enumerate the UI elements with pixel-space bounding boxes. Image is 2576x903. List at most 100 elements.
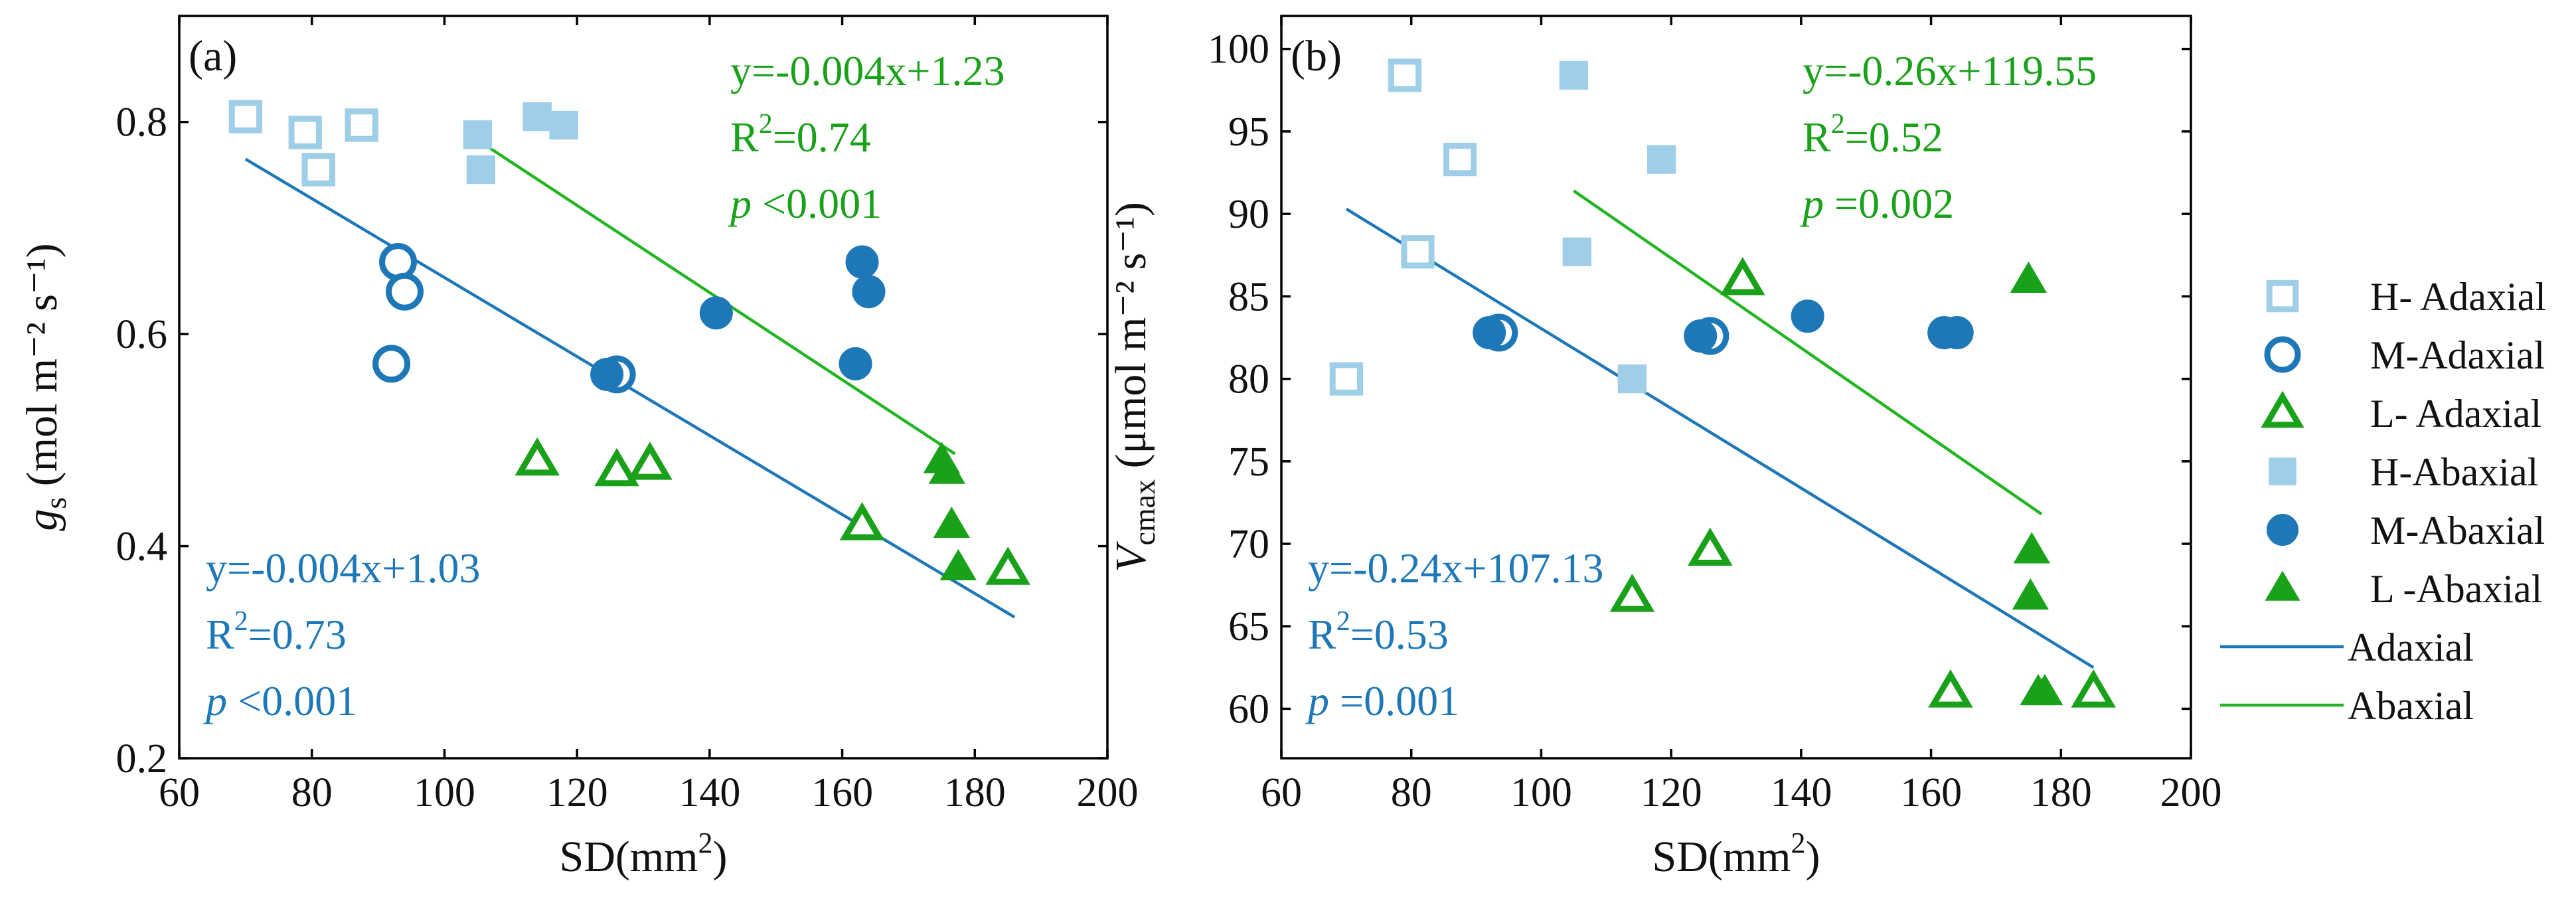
legend-label: H- Adaxial: [2370, 275, 2546, 319]
y-tick-label: 0.6: [116, 312, 168, 357]
y-tick-label: 90: [1228, 192, 1269, 237]
data-point: [933, 507, 971, 538]
regression-equation: y=-0.24x+107.13: [1308, 544, 1604, 592]
x-tick-label: 60: [1261, 770, 1302, 815]
data-point: [372, 345, 411, 383]
y-tick-label: 70: [1228, 522, 1269, 567]
legend: H- Adaxial M-Adaxial L- Adaxial H-Abaxial M-…: [2220, 275, 2546, 728]
x-tick-label: 100: [1510, 770, 1572, 815]
legend-label: L -Abaxial: [2370, 567, 2542, 611]
fit-line-adaxial: [244, 157, 1016, 619]
regression-equation: y=-0.004x+1.23: [730, 47, 1005, 94]
r-squared-value: =0.73: [248, 611, 347, 658]
data-point: [523, 102, 552, 131]
series-m-abaxial: [590, 245, 886, 391]
data-point: [345, 108, 378, 142]
y-tick-label: 65: [1228, 604, 1269, 649]
y-tick-label: 95: [1228, 110, 1269, 155]
legend-item: Abaxial: [2220, 684, 2474, 728]
y-axis-title-unit: (μmol m⁻² s⁻¹): [1107, 202, 1155, 479]
y-axis-title-sub: s: [39, 497, 72, 509]
p-value: p <0.001: [728, 180, 882, 227]
data-point: [1329, 362, 1363, 396]
y-axis-title-var: V: [1107, 541, 1155, 572]
x-axis-title-sup: 2: [698, 827, 713, 859]
r-squared: R2=0.53: [1308, 606, 1449, 658]
regression-annotation-adaxial: y=-0.24x+107.13 R2=0.53 p =0.001: [1305, 544, 1604, 724]
regression-equation: y=-0.004x+1.03: [206, 544, 481, 592]
panel-label: (a): [189, 32, 237, 80]
panel-b: 60 80 100 120 140 160 180 200 60 65 70 75 80 85 90 95 10…: [1107, 15, 2222, 881]
fit-line-adaxial: [1345, 207, 2095, 669]
legend-item: L -Abaxial: [2265, 567, 2542, 611]
data-point: [839, 347, 872, 380]
x-tick-label: 80: [291, 770, 333, 815]
x-axis-title: SD(mm2): [1652, 827, 1820, 881]
y-axis-title-sub: cmax: [1127, 479, 1161, 546]
r-squared-value: =0.74: [773, 114, 871, 161]
series-l-abaxial: [2010, 261, 2063, 706]
series-l-adaxial: [1609, 257, 2116, 708]
legend-marker: [2266, 280, 2299, 313]
r-squared-prefix: R: [730, 114, 759, 161]
legend-item: H-Abaxial: [2269, 450, 2538, 494]
legend-marker: [2264, 336, 2301, 373]
data-point: [852, 275, 886, 309]
data-point: [1562, 237, 1591, 266]
data-point: [845, 245, 879, 279]
p-value-text: =0.002: [1824, 180, 1954, 227]
data-point: [1940, 316, 1974, 350]
series-m-abaxial: [1473, 299, 1974, 353]
data-point: [466, 155, 495, 185]
x-tick-label: 200: [2160, 770, 2222, 815]
regression-annotation-abaxial: y=-0.004x+1.23 R2=0.74 p <0.001: [728, 47, 1005, 227]
data-point: [699, 296, 733, 330]
series-l-abaxial: [923, 442, 977, 581]
series-h-adaxial: [1329, 58, 1477, 396]
x-tick-label: 140: [679, 770, 740, 815]
fit-line-abaxial: [1573, 189, 2043, 516]
r-squared-sup: 2: [1336, 606, 1350, 637]
y-tick-label: 80: [1228, 357, 1269, 402]
p-value-text: =0.001: [1329, 677, 1459, 724]
r-squared-prefix: R: [1308, 611, 1336, 658]
data-point: [1473, 316, 1506, 350]
y-tick-label: 0.8: [116, 100, 168, 145]
y-axis-title-var: g: [18, 509, 66, 531]
x-axis-title-end: ): [1806, 833, 1820, 881]
regression-annotation-adaxial: y=-0.004x+1.03 R2=0.73 p <0.001: [203, 544, 481, 724]
y-tick-label: 60: [1228, 687, 1269, 732]
data-point: [1647, 145, 1676, 174]
data-point: [1928, 669, 1973, 708]
data-point: [594, 448, 639, 487]
data-point: [1684, 319, 1718, 353]
r-squared-sup: 2: [759, 109, 773, 139]
x-tick-label: 120: [546, 770, 608, 815]
legend-marker: [2261, 390, 2304, 428]
x-axis-title-sup: 2: [1791, 827, 1806, 859]
panel-label: (b): [1291, 32, 1342, 80]
data-point: [1401, 235, 1435, 269]
r-squared-prefix: R: [1803, 114, 1831, 161]
data-point: [2012, 578, 2049, 610]
data-point: [1559, 60, 1588, 90]
p-value-label: p: [728, 180, 752, 227]
data-point: [1791, 299, 1824, 333]
x-tick-label: 200: [1077, 770, 1139, 815]
x-tick-label: 160: [1900, 770, 1962, 815]
series-l-adaxial: [515, 437, 1030, 585]
data-point: [590, 357, 624, 391]
plot-frame: [1280, 15, 2192, 760]
x-tick-label: 180: [2030, 770, 2092, 815]
data-point: [386, 272, 424, 311]
legend-item: M-Abaxial: [2267, 509, 2545, 552]
r-squared-value: =0.52: [1845, 114, 1943, 161]
data-point: [549, 110, 578, 140]
legend-label: Abaxial: [2348, 684, 2474, 728]
data-point: [1688, 527, 1733, 566]
p-value: p =0.002: [1800, 180, 1954, 227]
x-tick-label: 180: [944, 770, 1006, 815]
p-value-label: p: [1800, 180, 1824, 227]
y-axis-title: gs (mol m⁻² s⁻¹): [18, 243, 72, 531]
